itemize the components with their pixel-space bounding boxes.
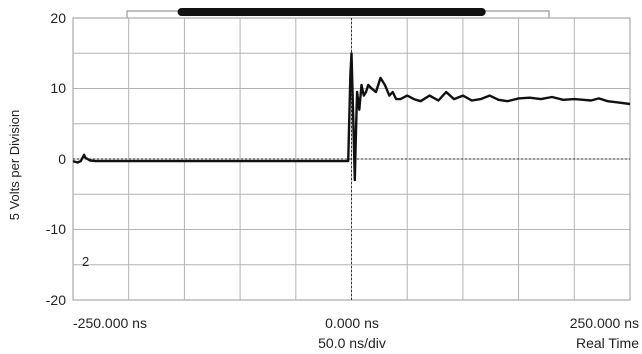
y-tick-label: -10 [46,221,66,237]
channel-marker: 2 [82,254,89,269]
y-tick-label: 20 [50,10,66,26]
x-tick-label: 0.000 ns [325,315,379,331]
plot-area [72,17,631,301]
y-axis-label: 5 Volts per Division [7,110,22,221]
record-visible-window[interactable] [177,8,486,16]
x-tick-label: -250.000 ns [73,315,147,331]
timebase-label: 50.0 ns/div [318,335,386,351]
y-tick-label: 10 [50,80,66,96]
y-tick-label: -20 [46,292,66,308]
waveform-trace [72,52,631,182]
acquisition-mode-label: Real Time [576,335,639,351]
record-overview-bar [126,8,550,18]
x-tick-label: 250.000 ns [570,315,639,331]
y-tick-label: 0 [58,151,66,167]
